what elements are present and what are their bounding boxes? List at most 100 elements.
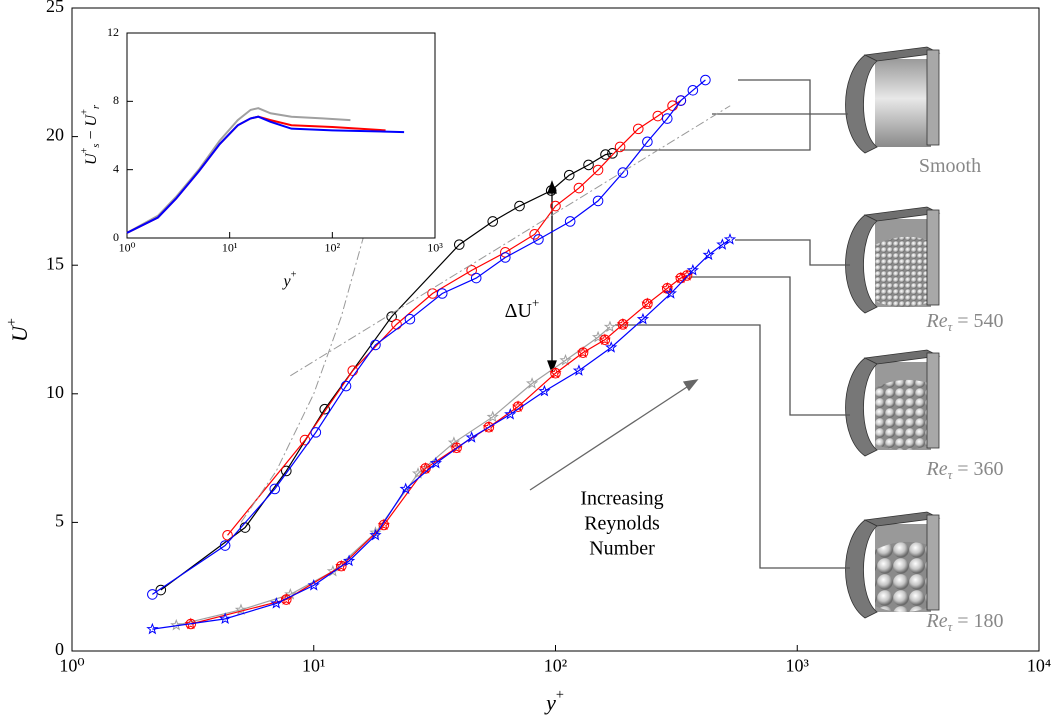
marker: [470, 272, 482, 284]
pipe-smooth: [845, 46, 940, 154]
marker: [340, 380, 352, 392]
marker: [549, 366, 562, 379]
marker: [700, 74, 711, 86]
pipe-label: Reτ = 360: [925, 458, 1003, 482]
marker: [447, 436, 461, 448]
x-tick-label: 10²: [325, 241, 341, 255]
marker: [270, 596, 283, 609]
marker: [319, 403, 331, 415]
pipe-label: Reτ = 180: [925, 610, 1003, 634]
marker: [573, 182, 585, 194]
marker: [419, 461, 432, 474]
pipe-label: Reτ = 540: [925, 310, 1003, 334]
marker: [234, 603, 248, 616]
series-line: [176, 326, 611, 626]
marker: [661, 281, 674, 294]
marker: [310, 427, 322, 438]
marker: [675, 95, 687, 106]
marker: [550, 200, 561, 212]
label-part: y: [544, 690, 556, 715]
label-part: +: [532, 295, 539, 310]
y-tick-label: 5: [55, 511, 64, 531]
marker: [702, 248, 715, 261]
pipe-rough-180: [845, 511, 940, 619]
label-part: = 360: [952, 458, 1003, 480]
y-tick-label: 15: [46, 253, 64, 273]
marker: [514, 200, 525, 212]
x-tick-label: 10¹: [302, 655, 325, 675]
label-part: τ: [948, 619, 954, 634]
marker: [222, 529, 233, 541]
label-part: s: [91, 144, 102, 148]
marker: [686, 263, 699, 276]
series-line: [152, 79, 706, 595]
x-tick-label: 10⁴: [1027, 655, 1051, 675]
x-axis-label: y+: [544, 687, 564, 715]
marker: [269, 483, 281, 495]
marker: [652, 110, 664, 122]
label-part: +: [80, 147, 91, 153]
label-part: +: [556, 687, 564, 703]
label-part: r: [91, 104, 102, 109]
marker: [600, 149, 611, 160]
y-tick-label: 4: [113, 161, 119, 175]
marker: [280, 593, 293, 605]
marker: [687, 85, 699, 96]
y-axis-label: U+: [4, 318, 32, 342]
trend-label: Reynolds: [584, 513, 660, 535]
series-line: [160, 152, 613, 591]
pipe-label: Smooth: [919, 155, 981, 177]
marker: [642, 136, 653, 148]
marker: [636, 312, 650, 325]
delta-arrow: [547, 180, 557, 374]
marker: [146, 622, 159, 635]
marker: [184, 617, 197, 630]
label-part: +: [80, 109, 91, 115]
marker: [723, 233, 737, 245]
y-tick-label: 20: [46, 125, 64, 145]
y-tick-label: 25: [46, 0, 64, 16]
marker: [641, 297, 654, 309]
marker: [538, 384, 551, 397]
marker: [219, 540, 231, 551]
label-part: +: [291, 270, 297, 281]
marker: [564, 216, 576, 227]
series-line: [290, 105, 731, 377]
label-part: = 540: [952, 310, 1003, 332]
y-tick-label: 12: [107, 25, 119, 39]
marker: [342, 554, 356, 567]
label-part: U: [7, 324, 32, 342]
marker: [465, 431, 478, 443]
marker: [453, 239, 465, 250]
marker: [607, 148, 618, 159]
marker: [617, 167, 629, 178]
series-line: [190, 274, 688, 625]
marker: [572, 364, 586, 376]
x-tick-label: 10⁰: [59, 655, 84, 675]
marker: [592, 195, 604, 207]
marker: [616, 317, 629, 330]
marker: [576, 346, 590, 358]
label-part: τ: [948, 467, 954, 482]
pipe-rough-360: [845, 349, 940, 457]
label-part: +: [4, 318, 20, 326]
marker: [614, 141, 626, 153]
marker: [500, 252, 511, 263]
x-tick-label: 10²: [544, 655, 567, 675]
marker: [429, 456, 442, 469]
marker: [281, 465, 292, 477]
label-part: = 180: [952, 610, 1003, 632]
label-part: Re: [925, 310, 947, 332]
label-part: y: [282, 273, 292, 290]
x-tick-label: 10⁰: [119, 241, 136, 255]
marker: [487, 216, 499, 227]
marker: [559, 353, 572, 366]
label-part: τ: [948, 319, 954, 334]
label-part: U: [83, 152, 100, 165]
label-part: Re: [925, 610, 947, 632]
y-tick-label: 0: [113, 230, 119, 244]
y-tick-label: 0: [55, 639, 64, 659]
marker: [147, 589, 158, 600]
marker: [603, 320, 617, 333]
